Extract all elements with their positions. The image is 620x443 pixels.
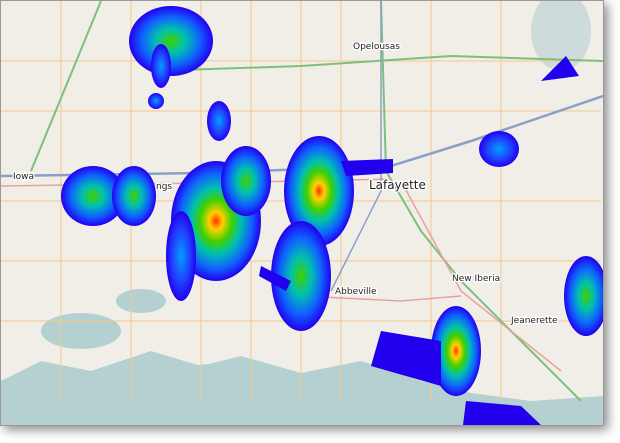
heat-blob — [207, 101, 231, 141]
heat-blob — [371, 331, 441, 386]
heat-blob — [271, 221, 331, 331]
heat-blob — [129, 6, 213, 76]
label-jennings: ngs — [156, 182, 172, 192]
heat-blob — [166, 211, 196, 301]
map-canvas[interactable]: Opelousas Iowa ngs Lafayette New Iberia … — [1, 1, 603, 425]
heat-blob — [431, 306, 481, 396]
heat-blob — [341, 159, 393, 176]
heat-blob — [564, 256, 603, 336]
heat-blob — [112, 166, 156, 226]
heat-blob — [284, 136, 354, 246]
heat-blob — [541, 56, 579, 81]
heat-blob — [148, 93, 164, 109]
label-abbeville: Abbeville — [335, 287, 377, 297]
label-iowa: Iowa — [13, 172, 34, 182]
heat-blob — [61, 166, 125, 226]
water-bodies — [1, 1, 603, 425]
heatmap-overlay — [61, 6, 603, 425]
label-lafayette: Lafayette — [369, 178, 426, 192]
place-labels: Opelousas Iowa ngs Lafayette New Iberia … — [12, 41, 560, 328]
heat-blob — [151, 44, 171, 88]
heat-blob — [259, 266, 291, 291]
heat-blob — [479, 131, 519, 167]
heat-blob — [463, 401, 541, 425]
label-new-iberia: New Iberia — [452, 274, 500, 284]
map-view[interactable]: Opelousas Iowa ngs Lafayette New Iberia … — [0, 0, 604, 426]
heat-blob — [221, 146, 271, 216]
label-jeanerette: Jeanerette — [510, 316, 558, 326]
label-opelousas: Opelousas — [353, 42, 400, 52]
